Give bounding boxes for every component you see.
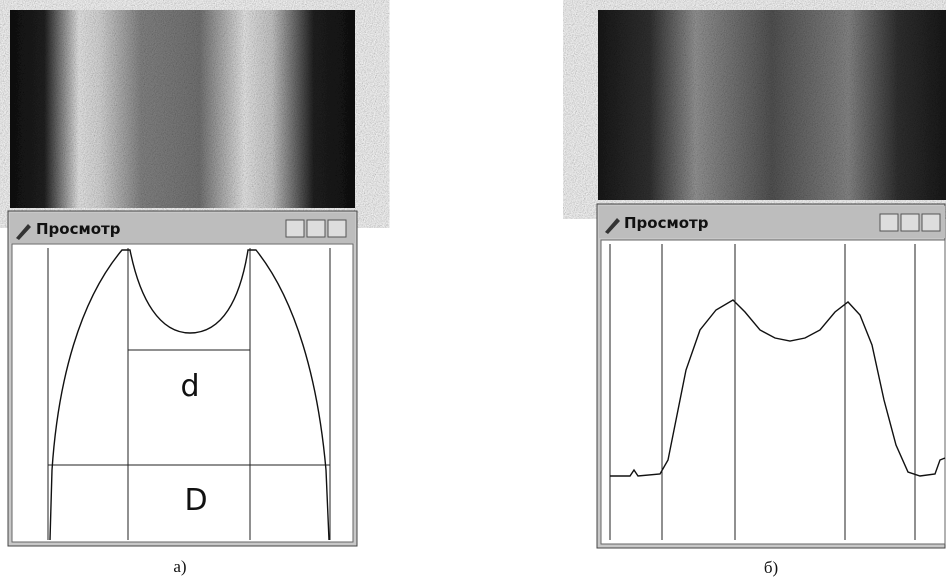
caption: б) <box>764 558 778 577</box>
label-D: D <box>184 483 207 518</box>
minimize-button[interactable] <box>880 214 898 231</box>
close-button[interactable] <box>328 220 346 237</box>
figure: Просмотр d D а) Просмотр б) <box>0 0 946 581</box>
panel-a: Просмотр d D а) <box>8 10 357 576</box>
maximize-button[interactable] <box>901 214 919 231</box>
close-button[interactable] <box>922 214 940 231</box>
window-title: Просмотр <box>624 214 709 232</box>
window-title: Просмотр <box>36 220 121 238</box>
panel-b: Просмотр б) <box>597 10 946 577</box>
caption: а) <box>173 557 186 576</box>
maximize-button[interactable] <box>307 220 325 237</box>
plot-area <box>601 240 945 544</box>
label-d: d <box>180 369 199 404</box>
image <box>598 10 946 200</box>
image <box>10 10 355 208</box>
minimize-button[interactable] <box>286 220 304 237</box>
